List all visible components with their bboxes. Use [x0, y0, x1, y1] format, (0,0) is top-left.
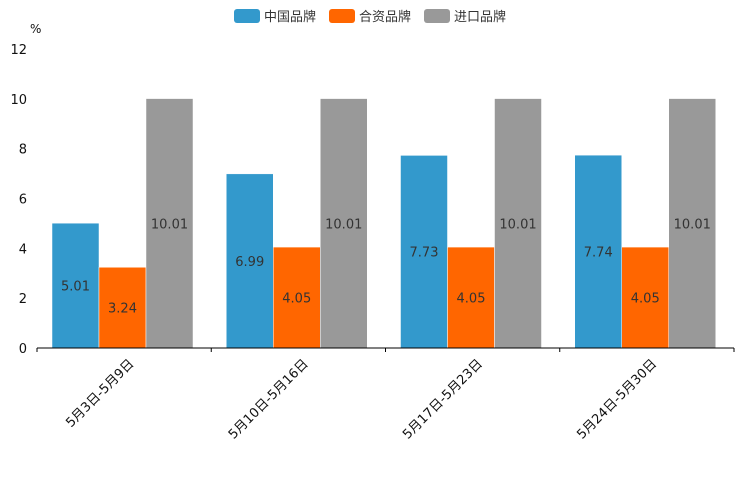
bars	[51, 98, 716, 349]
data-label: 7.74	[584, 246, 613, 261]
legend-swatch	[234, 9, 260, 23]
legend-label: 合资品牌	[359, 9, 411, 25]
x-axis-ticks: 5月3日-5月9日 5月10日-5月16日 5月17日-5月23日 5月24日-5月3…	[36, 348, 735, 443]
bar	[273, 246, 321, 349]
data-label: 4.05	[457, 292, 486, 307]
data-label: 10.01	[674, 217, 711, 232]
bar	[145, 98, 194, 349]
data-label: 4.05	[631, 292, 660, 307]
y-tick-label: 12	[10, 43, 27, 58]
y-tick-label: 0	[19, 342, 27, 357]
legend-label: 中国品牌	[264, 9, 316, 25]
y-tick-label: 8	[19, 143, 27, 158]
legend-swatch	[424, 9, 450, 23]
bar	[320, 98, 368, 349]
data-label: 10.01	[325, 217, 362, 232]
bar	[447, 246, 495, 349]
legend-swatch	[329, 9, 355, 23]
bar	[668, 98, 716, 349]
y-axis-ticks: 0 2 4 6 8 10 12	[10, 43, 27, 357]
y-axis-unit: %	[30, 22, 41, 36]
y-tick-label: 6	[19, 193, 27, 208]
legend-label: 进口品牌	[454, 9, 506, 25]
bar	[226, 173, 274, 349]
y-tick-label: 10	[10, 93, 27, 108]
bar	[574, 154, 622, 349]
data-labels: 5.01 3.24 10.01 6.99 4.05 10.01 7.73 4.05 10.01 7…	[61, 217, 711, 316]
data-label: 7.73	[410, 246, 439, 261]
x-category-label: 5月24日-5月30日	[574, 357, 660, 443]
bar	[51, 222, 100, 349]
y-tick-label: 4	[19, 242, 27, 257]
data-label: 6.99	[235, 255, 264, 270]
x-category-label: 5月10日-5月16日	[226, 357, 312, 443]
bar	[98, 267, 147, 349]
data-label: 5.01	[61, 280, 90, 295]
data-label: 3.24	[108, 302, 137, 317]
data-label: 10.01	[499, 217, 536, 232]
data-label: 10.01	[151, 217, 188, 232]
x-category-label: 5月3日-5月9日	[63, 357, 137, 431]
data-label: 4.05	[282, 292, 311, 307]
bar	[400, 155, 448, 349]
x-category-label: 5月17日-5月23日	[400, 357, 486, 443]
legend: 中国品牌 合资品牌 进口品牌	[234, 9, 506, 25]
y-tick-label: 2	[19, 292, 27, 307]
